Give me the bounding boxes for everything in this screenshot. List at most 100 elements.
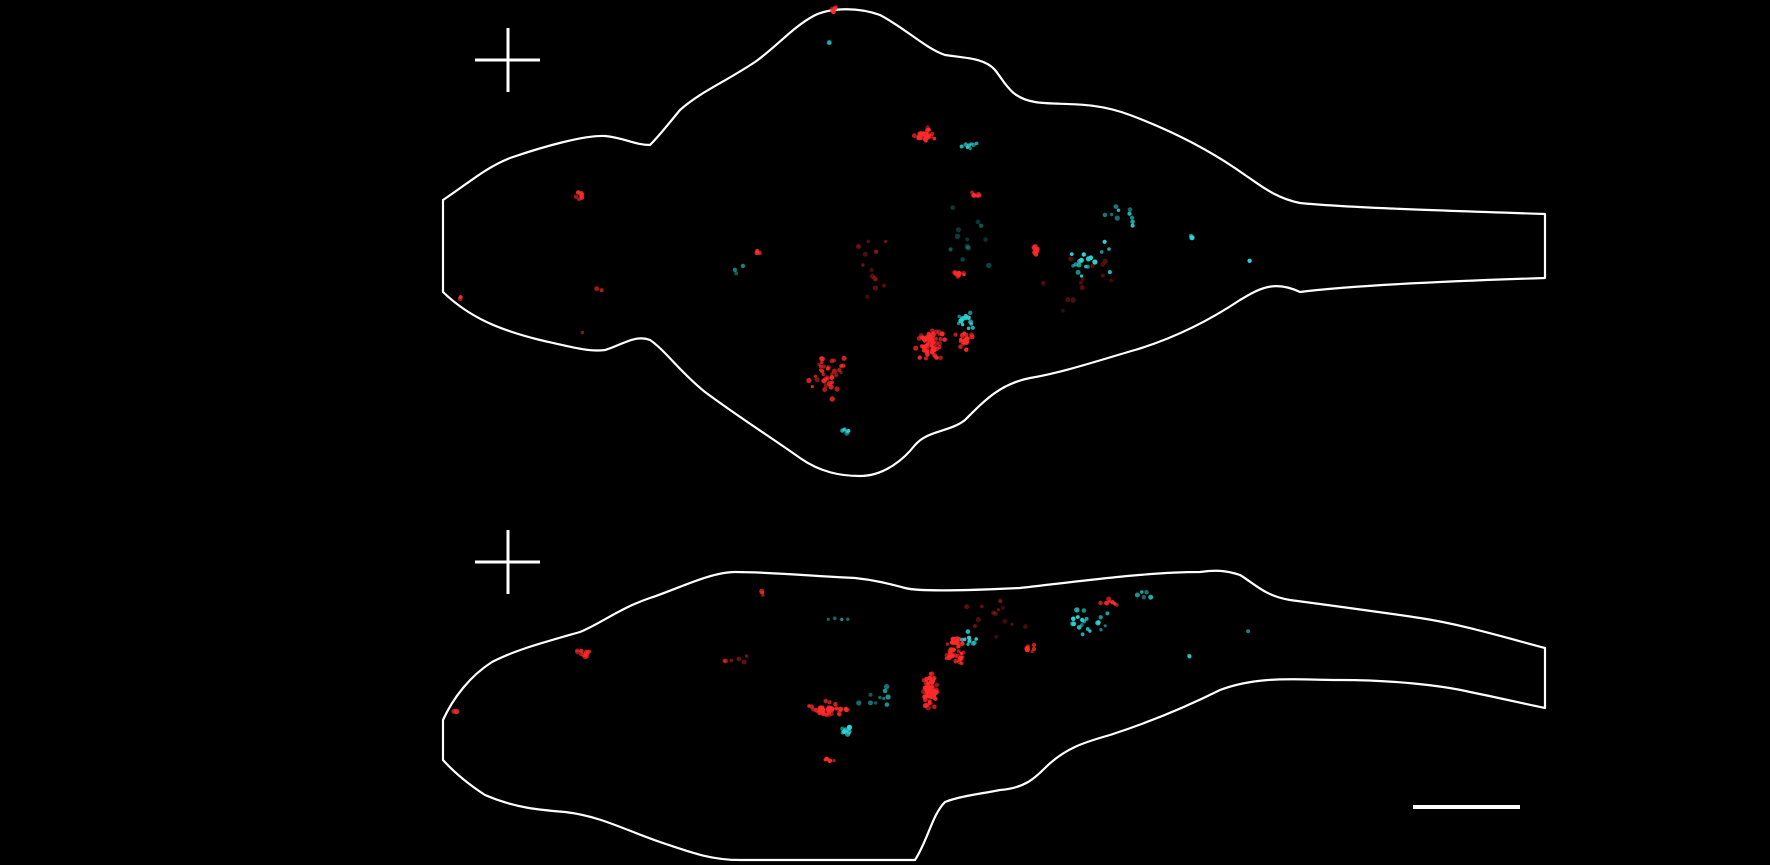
cyan-cell-marker (846, 617, 850, 621)
red-cell-marker (831, 9, 836, 15)
red-cell-marker (1041, 281, 1046, 287)
red-cell-marker (1000, 605, 1005, 610)
red-cell-marker (839, 370, 843, 375)
red-cell-marker (996, 608, 1001, 612)
red-cell-marker (926, 135, 930, 139)
red-cell-marker (823, 698, 828, 704)
red-cell-marker (957, 271, 961, 275)
cyan-cell-marker (966, 642, 970, 646)
cyan-cell-marker (842, 427, 846, 432)
red-cell-marker (929, 347, 935, 353)
red-cell-marker (934, 682, 940, 688)
red-cell-marker (873, 249, 879, 254)
red-cell-marker (939, 331, 945, 337)
red-cell-marker (874, 249, 879, 254)
cyan-cell-marker (882, 688, 888, 694)
red-cell-marker (1109, 278, 1114, 283)
cyan-cell-marker (1071, 616, 1076, 622)
red-cell-marker (998, 598, 1003, 603)
red-cell-marker (1024, 647, 1030, 653)
cyan-cell-marker (844, 430, 850, 436)
red-cell-marker (829, 375, 835, 381)
red-cell-marker (956, 649, 961, 654)
red-cell-marker (956, 644, 961, 649)
cyan-cell-marker (1134, 592, 1140, 598)
cyan-cell-marker (740, 263, 746, 269)
cyan-cell-marker (963, 637, 967, 641)
red-cell-marker (834, 706, 839, 711)
dorsal-brain-outline (441, 8, 1547, 478)
red-cell-marker (806, 377, 812, 384)
red-cell-marker (1100, 262, 1106, 267)
red-cell-marker (837, 712, 842, 717)
cyan-cell-marker (873, 701, 878, 705)
red-cell-marker (962, 272, 966, 277)
cyan-cell-marker (964, 243, 970, 249)
red-cell-marker (594, 286, 600, 292)
red-cell-marker (818, 364, 823, 369)
red-cell-marker (1090, 263, 1095, 268)
red-cell-marker (961, 650, 966, 655)
red-cell-marker (960, 641, 965, 646)
cyan-cell-marker (1141, 595, 1147, 600)
red-cell-marker (932, 136, 937, 141)
red-cell-marker (927, 687, 932, 692)
red-cell-marker (953, 653, 958, 658)
cyan-cell-marker (1102, 212, 1108, 218)
cyan-cell-marker (732, 267, 738, 272)
cyan-cell-marker (1099, 628, 1103, 632)
cyan-cell-marker (1081, 252, 1087, 257)
cyan-cell-marker (966, 326, 971, 331)
cyan-cell-marker (843, 729, 848, 734)
cyan-cell-marker (969, 322, 973, 326)
red-cell-marker (866, 239, 871, 244)
cyan-cell-marker (1075, 615, 1080, 619)
red-cell-marker (1031, 646, 1037, 652)
red-cell-marker (962, 331, 967, 336)
cyan-cell-marker (965, 245, 971, 251)
red-cell-marker (736, 656, 742, 662)
cyan-cell-marker (965, 237, 970, 242)
red-cell-marker (923, 344, 928, 349)
red-cell-marker (580, 330, 584, 335)
cyan-cell-marker (1105, 611, 1110, 616)
red-cell-marker (1115, 603, 1119, 607)
cyan-cell-marker (957, 314, 961, 319)
red-cell-marker (929, 695, 934, 699)
dorsal-view (441, 5, 1547, 478)
red-cell-marker (741, 659, 747, 665)
cyan-cell-marker (1129, 215, 1135, 220)
red-cell-marker (959, 661, 964, 665)
cyan-cell-marker (1076, 262, 1082, 268)
cyan-cell-marker (1113, 204, 1119, 210)
red-cell-marker (599, 288, 604, 293)
cyan-cell-marker (1127, 207, 1133, 212)
cyan-cell-marker (1085, 627, 1090, 631)
cyan-cell-marker (971, 142, 976, 147)
red-cell-marker (938, 337, 943, 341)
cyan-cell-marker (868, 700, 873, 706)
cyan-cell-marker (1116, 208, 1121, 212)
cyan-cell-marker (972, 640, 977, 645)
red-cell-marker (922, 132, 927, 137)
cyan-cell-marker (1148, 594, 1154, 600)
red-cell-marker (451, 708, 457, 714)
cyan-cell-marker (1098, 615, 1103, 620)
red-cell-marker (1061, 308, 1065, 313)
red-cell-marker (938, 355, 943, 361)
red-cell-marker (918, 333, 924, 338)
red-cell-marker (1035, 246, 1040, 252)
red-cell-marker (1023, 624, 1028, 629)
red-cell-marker (865, 294, 870, 299)
cyan-cell-marker (846, 729, 852, 735)
cyan-cell-marker (963, 142, 968, 147)
red-cell-marker (952, 270, 957, 275)
red-cell-marker (932, 704, 937, 710)
red-cell-marker (820, 369, 825, 374)
cyan-cell-marker (978, 223, 984, 228)
red-cell-marker (843, 707, 850, 713)
cyan-cell-marker (963, 313, 968, 319)
cyan-cell-marker (1081, 608, 1087, 613)
red-cell-marker (585, 655, 589, 659)
cyan-cell-marker (983, 237, 988, 242)
